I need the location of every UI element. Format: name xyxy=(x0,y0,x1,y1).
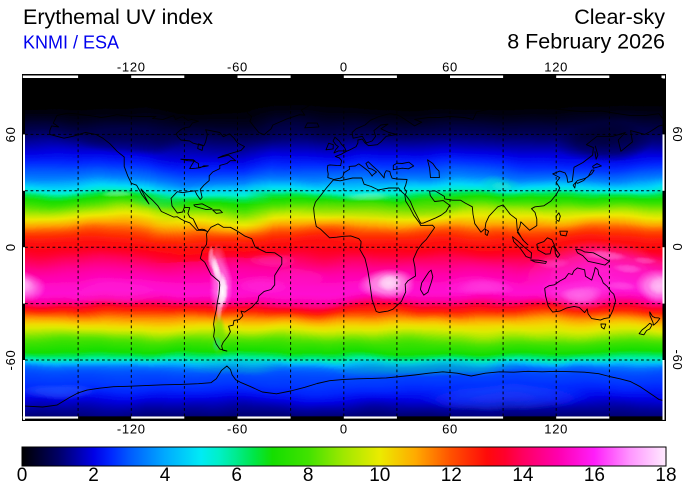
svg-text:14: 14 xyxy=(512,465,534,486)
svg-text:6: 6 xyxy=(231,465,242,486)
svg-text:Clear-sky: Clear-sky xyxy=(574,5,665,29)
svg-text:2: 2 xyxy=(88,465,99,486)
svg-text:-60: -60 xyxy=(3,350,18,371)
svg-text:4: 4 xyxy=(160,465,171,486)
svg-text:Erythemal UV index: Erythemal UV index xyxy=(23,5,213,29)
svg-text:-60: -60 xyxy=(227,422,248,437)
svg-text:0: 0 xyxy=(3,243,18,251)
svg-text:0: 0 xyxy=(340,60,348,75)
svg-text:-60: -60 xyxy=(227,60,248,75)
svg-text:10: 10 xyxy=(369,465,390,486)
svg-text:60: 60 xyxy=(3,126,18,142)
svg-text:8: 8 xyxy=(303,465,314,486)
svg-text:120: 120 xyxy=(544,60,568,75)
svg-text:-120: -120 xyxy=(117,60,146,75)
svg-text:0: 0 xyxy=(670,243,685,251)
svg-text:60: 60 xyxy=(442,60,458,75)
svg-text:8 February 2026: 8 February 2026 xyxy=(507,30,665,54)
svg-text:KNMI / ESA: KNMI / ESA xyxy=(23,33,119,53)
svg-text:60: 60 xyxy=(442,422,458,437)
svg-text:120: 120 xyxy=(544,422,568,437)
svg-text:0: 0 xyxy=(340,422,348,437)
svg-text:-60: -60 xyxy=(670,350,685,371)
svg-text:-120: -120 xyxy=(117,422,146,437)
svg-text:16: 16 xyxy=(584,465,605,486)
svg-text:18: 18 xyxy=(655,465,676,486)
svg-text:60: 60 xyxy=(670,126,685,142)
svg-text:12: 12 xyxy=(441,465,462,486)
svg-text:0: 0 xyxy=(17,465,28,486)
